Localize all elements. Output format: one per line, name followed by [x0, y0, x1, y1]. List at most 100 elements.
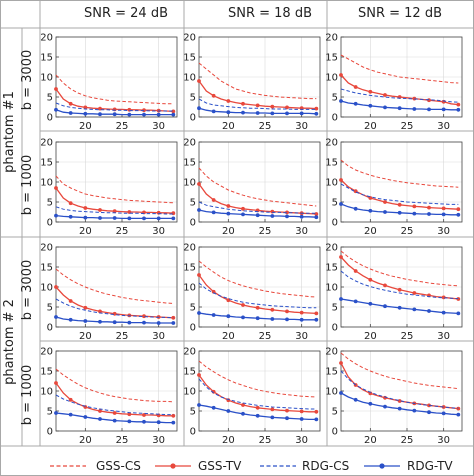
series-rdg-tv-point: [285, 111, 289, 116]
series-gss-cs-line: [55, 175, 174, 204]
series-rdg-tv-point: [353, 101, 358, 106]
series-rdg-cs-line: [340, 183, 459, 205]
series-gss-tv-point: [383, 93, 387, 97]
series-rdg-cs-line: [340, 88, 459, 103]
series-rdg-tv-point: [427, 107, 431, 112]
x-tick-label: 25: [116, 121, 129, 132]
legend-rdg-tv-marker: [379, 463, 385, 469]
y-tick-label: 0: [47, 323, 53, 334]
series-rdg-tv-point: [427, 212, 431, 216]
x-tick-label: 30: [295, 121, 308, 132]
y-tick-label: 5: [47, 407, 53, 418]
series-gss-tv-point: [314, 106, 319, 111]
series-rdg-tv-point: [211, 109, 216, 114]
series-rdg-cs-line: [198, 98, 317, 110]
y-tick-label: 0: [332, 427, 338, 438]
x-tick-label: 20: [222, 226, 235, 237]
series-rdg-tv-point: [339, 391, 343, 395]
y-tick-label: 5: [47, 198, 53, 209]
y-tick-label: 10: [183, 178, 196, 189]
series-rdg-tv-point: [412, 408, 417, 413]
series-rdg-tv-point: [299, 317, 304, 322]
series-gss-tv-point: [397, 287, 402, 292]
series-rdg-tv-point: [397, 210, 402, 215]
series-gss-cs-line: [55, 74, 174, 105]
series-rdg-tv-point: [241, 110, 245, 115]
series-gss-tv-point: [197, 373, 201, 377]
series-gss-tv-point: [83, 305, 88, 310]
series-gss-cs-line: [340, 352, 459, 390]
y-tick-label: 0: [332, 218, 338, 229]
y-tick-label: 15: [183, 263, 196, 274]
series-rdg-tv-point: [226, 314, 231, 319]
x-tick-label: 20: [79, 121, 92, 132]
b-label-row-2: b = 1000: [20, 155, 35, 216]
y-tick-label: 5: [190, 407, 196, 418]
series-rdg-tv-point: [54, 411, 58, 415]
series-gss-tv-point: [314, 409, 319, 414]
y-tick-label: 0: [190, 427, 196, 438]
series-rdg-tv-point: [68, 214, 73, 219]
series-gss-tv-point: [339, 73, 343, 77]
series-rdg-tv-point: [197, 208, 201, 212]
series-rdg-tv-point: [171, 216, 176, 221]
series-rdg-tv-point: [241, 411, 245, 416]
series-rdg-tv-point: [241, 315, 245, 320]
series-rdg-tv-point: [54, 107, 58, 112]
series-gss-tv-point: [412, 291, 417, 295]
series-gss-tv-point: [112, 107, 117, 112]
y-tick-label: 10: [40, 387, 53, 398]
x-tick-label: 20: [364, 121, 377, 132]
series-gss-tv-point: [98, 309, 102, 314]
series-gss-tv-point: [112, 311, 117, 316]
x-tick-label: 30: [437, 226, 450, 237]
series-rdg-tv-point: [112, 320, 117, 325]
panel-r4-c2: 0 5 10 15 20 20 25 30: [183, 347, 321, 446]
phantom-2-label: phantom # 2: [2, 299, 17, 385]
y-tick-label: 5: [190, 93, 196, 104]
y-tick-label: 0: [332, 113, 338, 124]
series-rdg-tv-point: [285, 214, 289, 219]
series-rdg-tv-point: [68, 111, 73, 115]
series-gss-tv-point: [339, 178, 343, 182]
series-gss-tv-point: [54, 186, 58, 190]
series-rdg-tv-point: [397, 406, 402, 411]
series-gss-tv-point: [270, 209, 275, 214]
legend-rdg-cs-label: RDG-CS: [302, 459, 349, 473]
series-gss-tv-point: [83, 105, 88, 110]
series-gss-tv-line: [340, 74, 459, 106]
y-tick-label: 10: [40, 73, 53, 84]
x-tick-label: 30: [437, 331, 450, 342]
series-rdg-tv-point: [314, 215, 319, 220]
series-rdg-tv-point: [339, 99, 343, 103]
series-rdg-cs-line: [340, 270, 459, 300]
x-tick-label: 20: [79, 435, 92, 446]
series-gss-tv-point: [83, 206, 88, 210]
y-tick-label: 10: [40, 178, 53, 189]
y-tick-label: 10: [183, 283, 196, 294]
series-rdg-tv-point: [339, 202, 343, 206]
series-gss-cs-line: [55, 368, 174, 403]
series-rdg-tv-point: [255, 213, 260, 218]
series-rdg-tv-point: [383, 105, 387, 110]
legend-rdg-tv-label: RDG-TV: [407, 459, 453, 473]
y-tick-label: 20: [325, 243, 338, 254]
series-gss-tv-point: [171, 211, 176, 216]
series-rdg-tv-point: [285, 317, 289, 322]
series-gss-cs-line: [340, 250, 459, 287]
series-gss-tv-point: [383, 283, 387, 288]
series-gss-tv-point: [68, 397, 73, 402]
series-rdg-tv-point: [441, 411, 446, 416]
y-tick-label: 15: [183, 367, 196, 378]
legend: GSS-CS GSS-TV RDG-CS RDG-TV: [50, 459, 453, 473]
series-rdg-tv-point: [197, 311, 201, 315]
y-tick-label: 10: [325, 178, 338, 189]
series-gss-tv-point: [285, 105, 289, 110]
series-rdg-tv-point: [211, 313, 216, 317]
x-tick-label: 30: [152, 331, 165, 342]
series-rdg-tv-point: [397, 106, 402, 111]
series-rdg-tv-point: [98, 319, 102, 324]
series-rdg-tv-point: [368, 401, 373, 406]
